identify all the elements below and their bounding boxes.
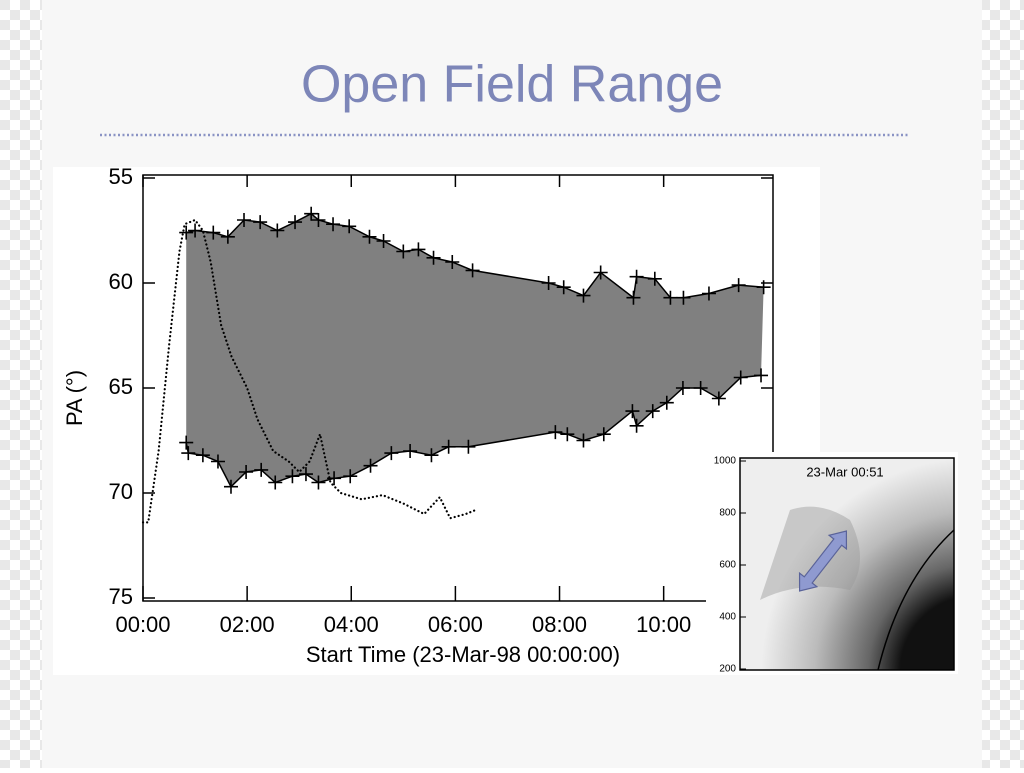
- plus-marker: [223, 479, 238, 494]
- x-tick-label: 04:00: [324, 612, 379, 637]
- plus-marker: [596, 427, 611, 442]
- plus-marker: [541, 276, 556, 290]
- inset-tick-label: 200: [719, 664, 736, 675]
- inset-tick-label: 400: [719, 612, 736, 623]
- plus-marker: [342, 219, 357, 234]
- plus-marker: [629, 269, 644, 284]
- plus-marker: [179, 225, 194, 240]
- plus-marker: [441, 439, 456, 454]
- inset-frame: [739, 457, 955, 671]
- plus-marker: [424, 448, 439, 463]
- plus-marker: [465, 263, 480, 278]
- slide-title: Open Field Range: [301, 56, 723, 114]
- plus-marker: [288, 215, 303, 230]
- plus-marker: [754, 368, 769, 383]
- plus-marker: [426, 250, 441, 265]
- plus-marker: [195, 448, 210, 463]
- x-tick-label: 08:00: [532, 612, 587, 637]
- plus-marker: [461, 439, 476, 454]
- plus-marker: [237, 213, 252, 227]
- series-line: [141, 218, 478, 524]
- plus-marker: [548, 425, 563, 440]
- y-tick-label: 75: [109, 584, 133, 609]
- plus-marker: [311, 213, 326, 227]
- inset-tick-label: 600: [719, 560, 736, 571]
- plus-marker: [711, 391, 726, 406]
- plus-marker: [396, 244, 411, 259]
- plus-marker: [676, 290, 691, 305]
- plus-marker: [693, 381, 708, 395]
- plus-marker: [220, 229, 235, 244]
- plus-marker: [731, 278, 746, 293]
- plus-marker: [625, 404, 640, 419]
- plot: 55 60 65 70 75 00:00 02:00 04:00 06:00 08:00 10:00…: [62, 164, 774, 667]
- plus-marker: [343, 469, 358, 484]
- inset-tick-label: 800: [719, 508, 736, 519]
- plus-marker: [206, 225, 221, 240]
- y-tick-label: 70: [109, 479, 133, 504]
- plus-marker: [663, 290, 678, 305]
- y-axis-label: PA (°): [62, 370, 87, 426]
- plus-marker: [560, 427, 575, 442]
- x-tick-label: 00:00: [115, 612, 170, 637]
- plus-marker: [593, 265, 608, 280]
- plus-marker: [376, 234, 391, 248]
- plus-marker: [285, 469, 300, 484]
- plus-marker: [326, 217, 341, 232]
- plus-marker: [411, 242, 426, 257]
- inset-photo: [740, 458, 954, 670]
- x-axis-label: Start Time (23-Mar-98 00:00:00): [306, 642, 620, 667]
- plus-marker: [362, 229, 377, 244]
- plus-marker: [675, 381, 690, 395]
- plus-marker: [253, 215, 268, 230]
- plus-marker: [701, 286, 716, 301]
- inset-arrow: [798, 530, 848, 592]
- y-tick-label: 55: [109, 164, 133, 189]
- plus-marker: [733, 370, 748, 385]
- plus-marker: [210, 454, 225, 469]
- plus-marker: [188, 223, 203, 238]
- plus-marker: [403, 444, 418, 458]
- plus-marker: [645, 404, 660, 419]
- plus-marker: [181, 446, 196, 461]
- plus-marker: [270, 223, 285, 238]
- inset-label: 23-Mar 00:51: [806, 464, 883, 479]
- plus-marker: [363, 458, 378, 473]
- plus-marker: [268, 475, 283, 490]
- plus-marker: [239, 465, 254, 479]
- plus-marker: [576, 433, 591, 448]
- plus-marker: [304, 206, 319, 221]
- y-tick-label: 65: [109, 374, 133, 399]
- plus-marker: [647, 271, 662, 286]
- inset-cme: [760, 506, 860, 600]
- plus-marker: [445, 255, 460, 269]
- plus-marker: [576, 288, 591, 303]
- fill-between: [186, 213, 764, 487]
- inset-limb: [877, 529, 955, 671]
- plus-marker: [384, 446, 399, 461]
- plus-marker: [254, 462, 269, 477]
- plus-marker: [626, 290, 641, 305]
- plus-marker: [556, 280, 571, 295]
- inset-tick-label: 1000: [714, 456, 737, 467]
- x-tick-label: 02:00: [220, 612, 275, 637]
- plus-marker: [659, 395, 674, 410]
- plus-marker: [179, 435, 194, 450]
- inset-image: 23-Mar 00:51 1000 800 600 400 200: [706, 452, 958, 675]
- plus-marker: [311, 475, 326, 490]
- y-tick-label: 60: [109, 269, 133, 294]
- x-tick-label: 10:00: [636, 612, 691, 637]
- x-tick-label: 06:00: [428, 612, 483, 637]
- plus-marker: [298, 467, 313, 482]
- plus-marker: [629, 418, 644, 433]
